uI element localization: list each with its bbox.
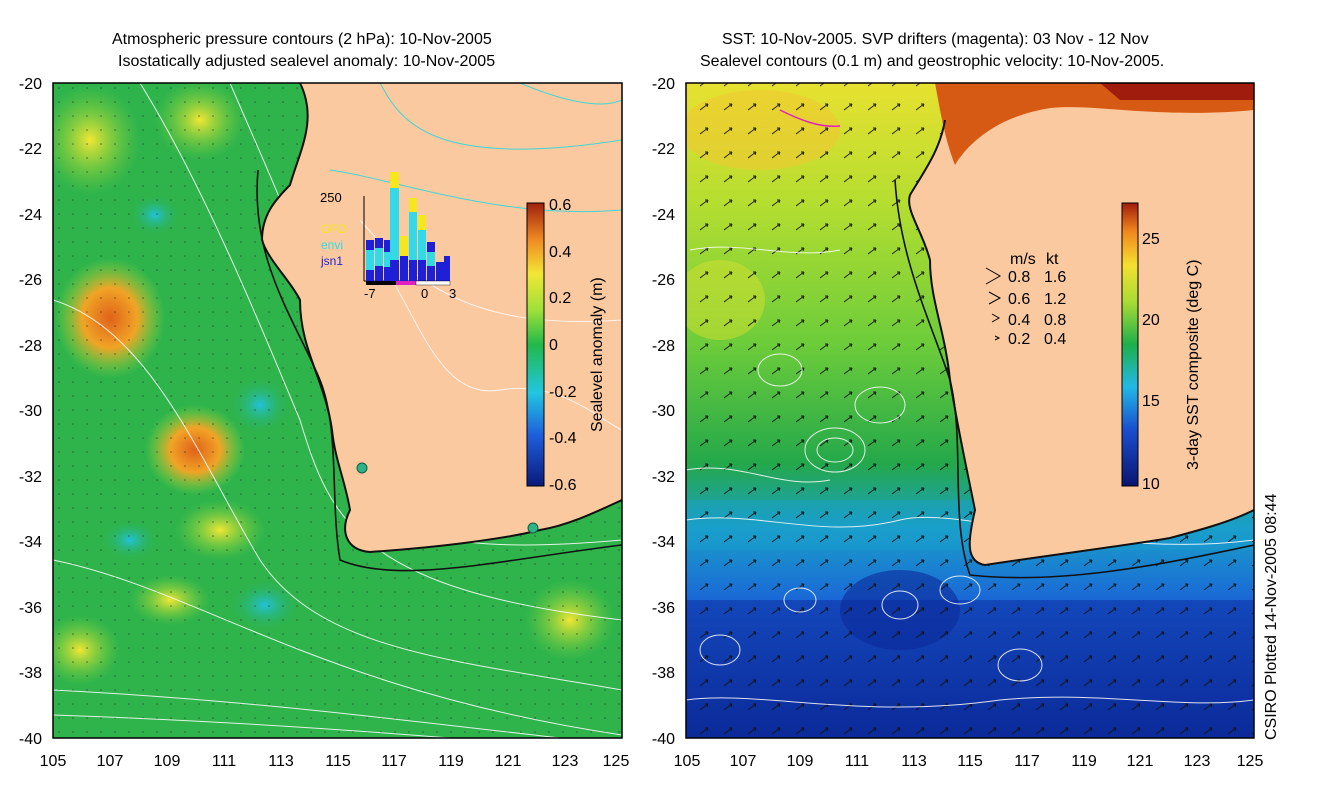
right-lat-tick: -38 [652, 665, 675, 682]
right-lon-tick: 117 [1014, 753, 1040, 770]
left-title-line2: Isostatically adjusted sealevel anomaly:… [118, 53, 496, 70]
left-lat-tick: -34 [19, 534, 42, 551]
left-lat-tick: -24 [19, 207, 42, 224]
left-lon-tick: 119 [438, 753, 464, 770]
sst-tick-2: 15 [1142, 393, 1160, 410]
left-lat-tick: -32 [19, 469, 42, 486]
right-title-line1: SST: 10-Nov-2005. SVP drifters (magenta)… [722, 31, 1149, 48]
left-lon-tick: 107 [97, 753, 124, 770]
left-lat-axis: -20 -22 -24 -26 -28 -30 -32 -34 -36 -38 … [19, 76, 42, 748]
right-lat-tick: -28 [652, 338, 675, 355]
right-lat-tick: -24 [652, 207, 675, 224]
inset-histogram: 250 GFO envi jsn1 -7 0 3 [320, 172, 456, 301]
left-lat-tick: -36 [19, 600, 42, 617]
velocity-key-row2-kt: 0.8 [1044, 312, 1066, 329]
velocity-key-row1-kt: 1.2 [1044, 291, 1066, 308]
left-lon-tick: 111 [212, 753, 236, 770]
left-lat-tick: -30 [19, 403, 42, 420]
left-lat-tick: -20 [19, 76, 42, 93]
right-lon-tick: 105 [674, 753, 701, 770]
left-lon-tick: 123 [552, 753, 579, 770]
histogram-bars [366, 172, 450, 281]
left-lon-tick: 105 [40, 753, 67, 770]
histogram-xtick-0: 0 [421, 286, 428, 301]
credit-label: CSIRO Plotted 14-Nov-2005 08:44 [1263, 494, 1280, 740]
left-lon-tick: 113 [268, 753, 294, 770]
left-lon-tick: 115 [325, 753, 351, 770]
right-lat-axis: -20 -22 -24 -26 -28 -30 -32 -34 -36 -38 … [652, 76, 675, 748]
right-lat-tick: -30 [652, 403, 675, 420]
left-lon-tick: 125 [603, 753, 630, 770]
left-lat-tick: -28 [19, 338, 42, 355]
velocity-key-header-kt: kt [1046, 251, 1059, 268]
right-lat-tick: -32 [652, 469, 675, 486]
histogram-ymax-label: 250 [320, 190, 342, 205]
left-title-line1: Atmospheric pressure contours (2 hPa): 1… [112, 31, 492, 48]
right-lon-tick: 107 [730, 753, 757, 770]
sla-tick-5: -0.4 [549, 430, 577, 447]
right-lat-tick: -36 [652, 600, 675, 617]
sla-tick-0: 0.6 [549, 197, 571, 214]
right-lon-tick: 123 [1184, 753, 1211, 770]
left-map [53, 83, 622, 738]
sla-colorbar: 0.6 0.4 0.2 0 -0.2 -0.4 -0.6 Sealevel an… [526, 197, 606, 494]
velocity-key-row3-kt: 0.4 [1044, 331, 1066, 348]
right-lat-tick: -20 [652, 76, 675, 93]
sla-tick-6: -0.6 [549, 477, 577, 494]
sla-colorbar-label: Sealevel anomaly (m) [589, 277, 606, 432]
left-lon-axis: 105 107 109 111 113 115 117 119 121 123 … [40, 753, 630, 770]
velocity-key-header-ms: m/s [1010, 251, 1036, 268]
right-lon-tick: 109 [787, 753, 814, 770]
velocity-key-row2-ms: 0.4 [1008, 312, 1030, 329]
right-lon-tick: 115 [957, 753, 983, 770]
right-lon-axis: 105 107 109 111 113 115 117 119 121 123 … [674, 753, 1264, 770]
left-lat-tick: -40 [19, 731, 42, 748]
velocity-key-row1-ms: 0.6 [1008, 291, 1030, 308]
left-lon-tick: 109 [154, 753, 181, 770]
velocity-key-row3-ms: 0.2 [1008, 331, 1030, 348]
right-title-line2: Sealevel contours (0.1 m) and geostrophi… [700, 53, 1165, 70]
left-lat-tick: -26 [19, 272, 42, 289]
sla-tick-4: -0.2 [549, 384, 577, 401]
sst-colorbar: 25 20 15 10 3-day SST composite (deg C) [1121, 202, 1202, 493]
sst-tick-0: 25 [1142, 231, 1160, 248]
right-map [686, 83, 1254, 738]
right-lon-tick: 125 [1237, 753, 1264, 770]
left-map-frame [52, 82, 623, 739]
histogram-legend-envi: envi [321, 238, 343, 252]
right-lat-tick: -26 [652, 272, 675, 289]
sst-tick-1: 20 [1142, 312, 1160, 329]
left-lon-tick: 121 [495, 753, 522, 770]
velocity-key-row0-ms: 0.8 [1008, 269, 1030, 286]
sla-tick-3: 0 [549, 337, 558, 354]
velocity-key-row0-kt: 1.6 [1044, 269, 1066, 286]
velocity-key: m/s kt 0.8 1.6 0.6 1.2 0.4 0.8 0.2 0.4 [985, 251, 1066, 348]
sla-tick-2: 0.2 [549, 290, 571, 307]
sst-tick-3: 10 [1142, 476, 1160, 493]
histogram-xtick-minus7: -7 [364, 286, 376, 301]
right-lon-tick: 121 [1127, 753, 1154, 770]
right-lon-tick: 113 [901, 753, 927, 770]
left-lon-tick: 117 [381, 753, 407, 770]
right-lat-tick: -34 [652, 534, 675, 551]
histogram-xtick-3: 3 [449, 286, 456, 301]
histogram-legend-jsn1: jsn1 [320, 254, 343, 268]
right-lat-tick: -22 [652, 141, 675, 158]
sla-tick-1: 0.4 [549, 244, 571, 261]
sst-colorbar-label: 3-day SST composite (deg C) [1185, 260, 1202, 470]
left-lat-tick: -22 [19, 141, 42, 158]
right-map-frame [685, 82, 1255, 739]
left-lat-tick: -38 [19, 665, 42, 682]
right-lon-tick: 119 [1071, 753, 1097, 770]
right-lat-tick: -40 [652, 731, 675, 748]
right-lon-tick: 111 [845, 753, 869, 770]
histogram-legend-gfo: GFO [321, 222, 347, 236]
